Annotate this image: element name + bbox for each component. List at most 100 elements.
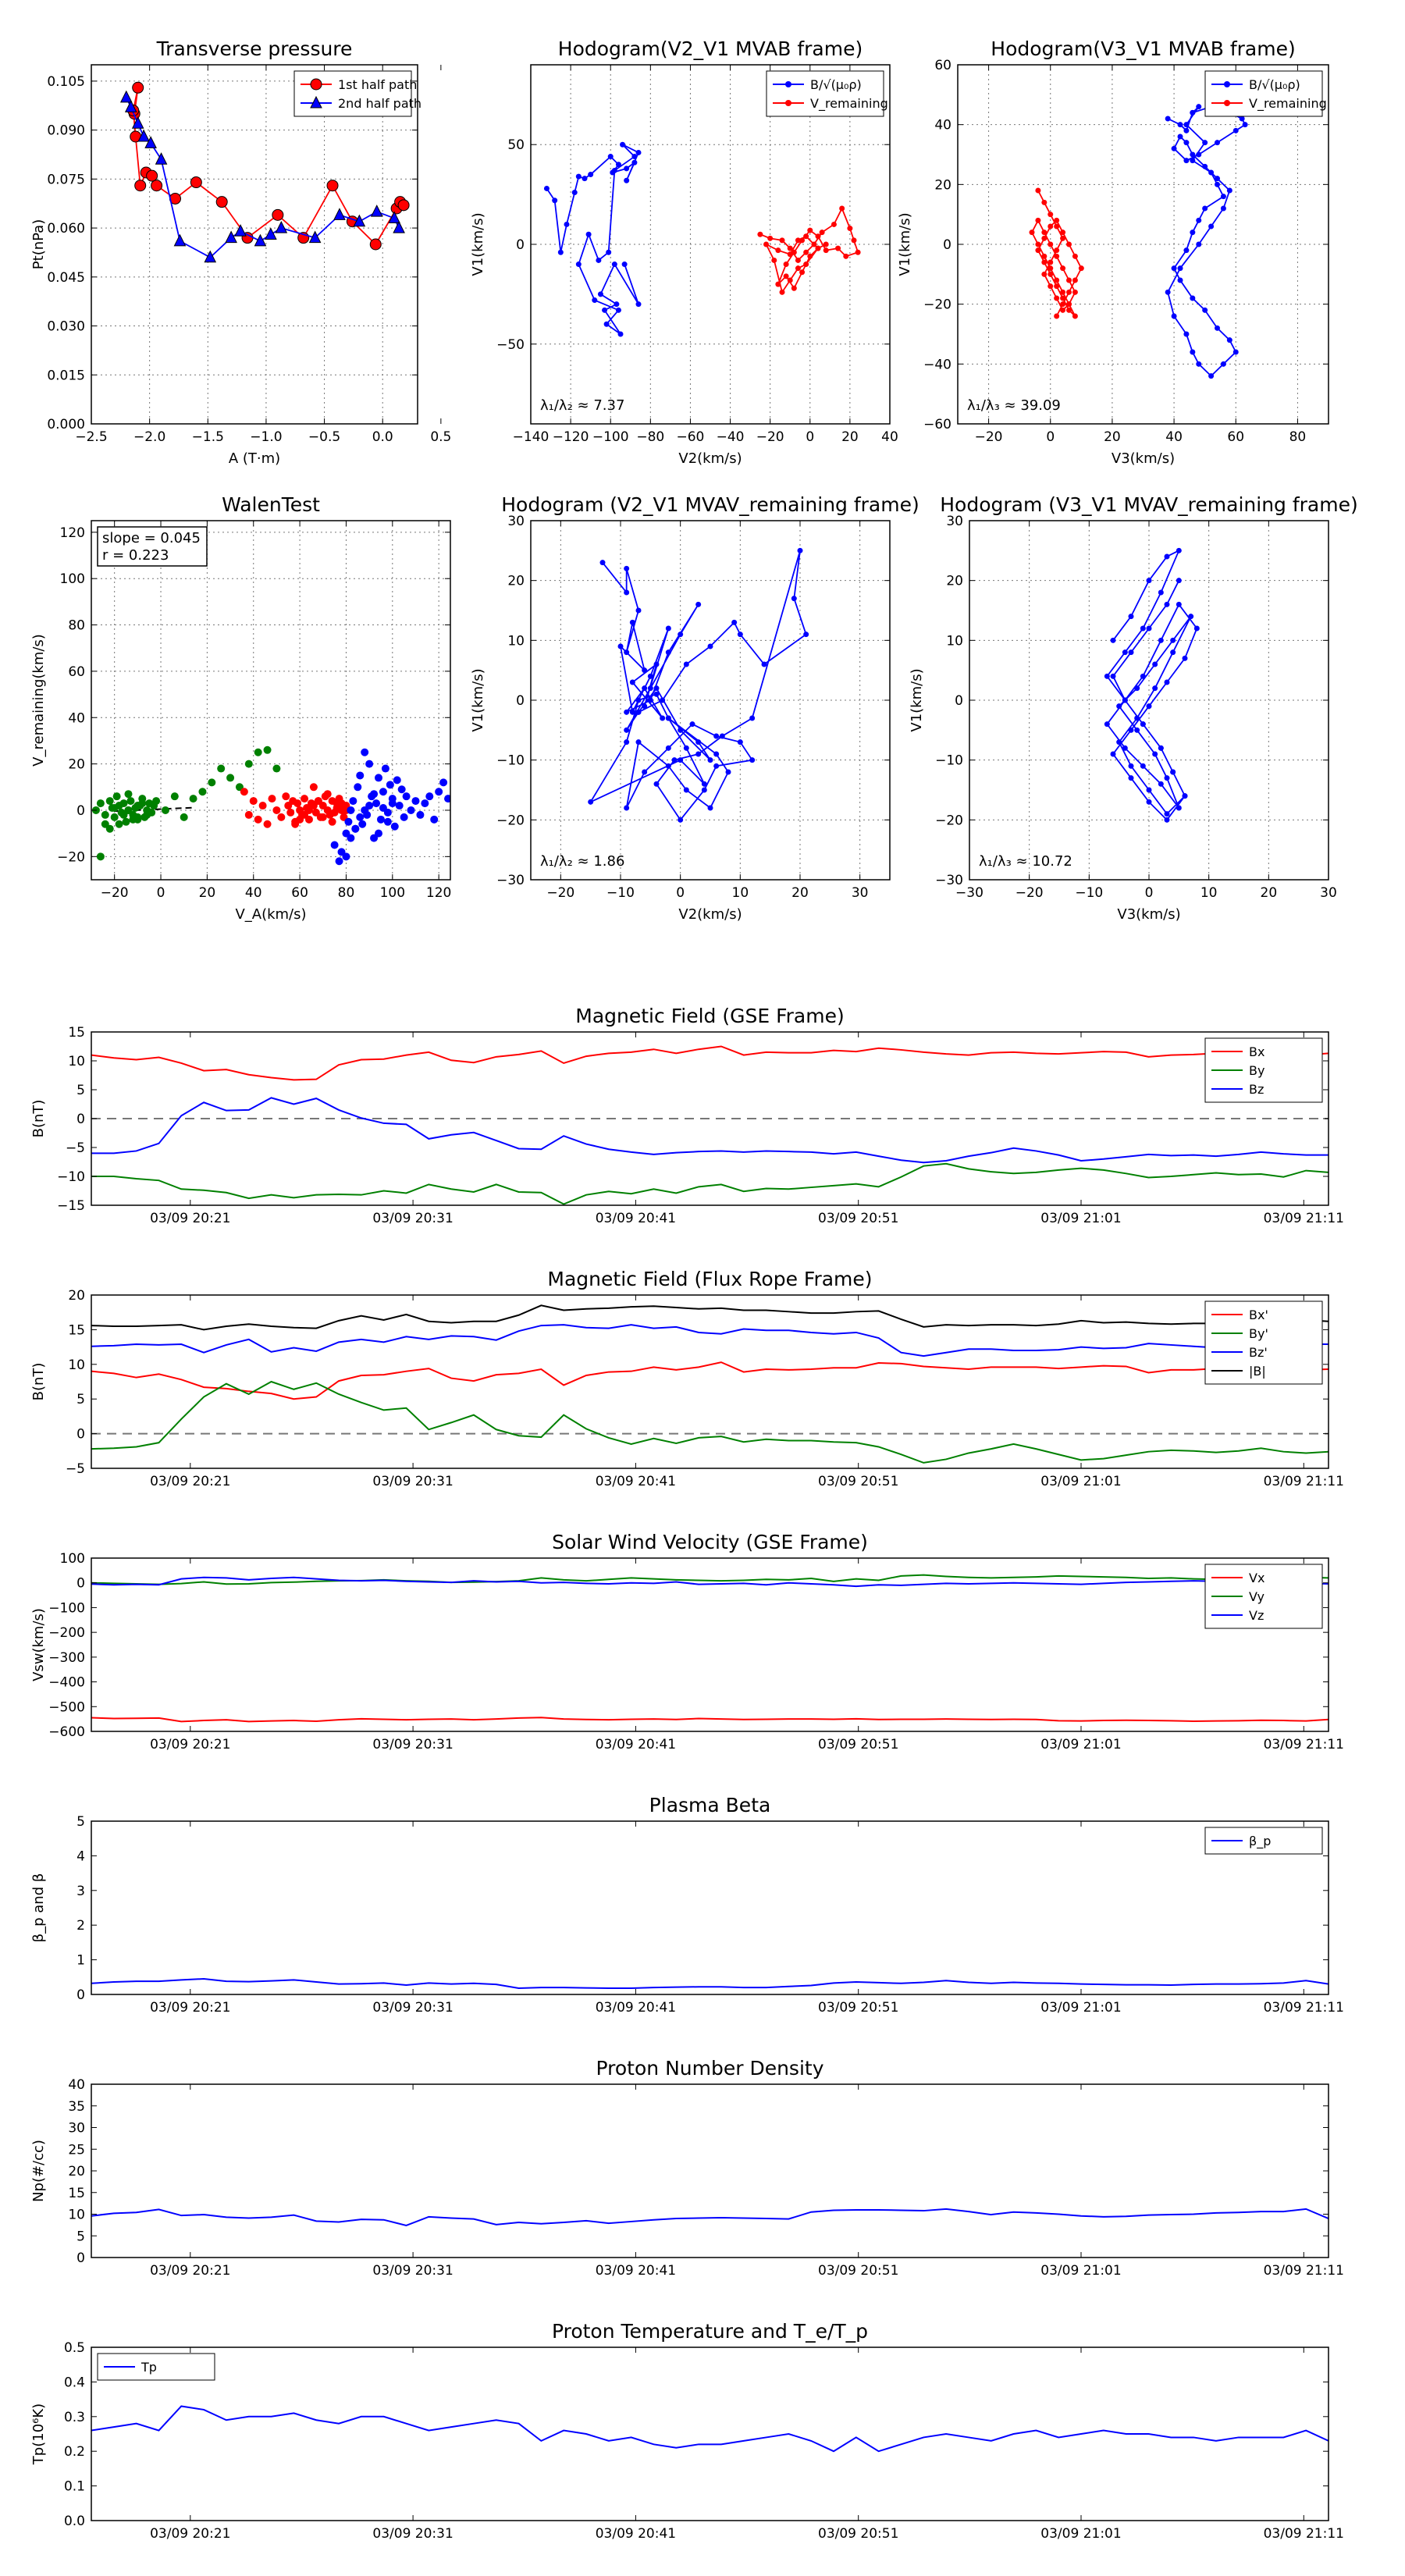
h2-annotation: λ₁/λ₃ ≈ 39.09 <box>967 397 1061 414</box>
pt-point <box>308 230 322 244</box>
walen-point <box>301 795 309 803</box>
mag_gse-xtick-label: 03/09 20:31 <box>372 1211 453 1226</box>
h3-point <box>665 625 671 632</box>
tp-frame <box>91 2347 1329 2521</box>
pt-point <box>333 208 346 220</box>
tp-chart: 03/09 20:21 03/09 20:31 03/09 20:41 03/09 2… <box>30 2320 1344 2542</box>
walen-ylabel: V_remaining(km/s) <box>30 634 47 767</box>
vel-ytick-label: 0 <box>76 1576 85 1592</box>
h3-point <box>803 632 809 638</box>
pt-point <box>388 211 400 224</box>
walen-title: WalenTest <box>222 493 320 516</box>
walen-point <box>217 764 226 773</box>
h1-point <box>611 262 617 268</box>
h4-point <box>1158 781 1164 787</box>
h1-legend-box <box>766 70 884 117</box>
beta-legend-label: β_p <box>1249 1834 1271 1849</box>
h1-point <box>783 273 789 279</box>
walen-point <box>335 857 343 866</box>
h4-point <box>1146 799 1152 805</box>
h3-point <box>707 643 713 649</box>
np-xtick-label: 03/09 20:41 <box>596 2263 676 2279</box>
h2-ytick-label: −40 <box>923 357 951 372</box>
mag_fr-frame <box>91 1294 1329 1469</box>
mag_fr-xtick-label: 03/09 21:01 <box>1040 1474 1121 1489</box>
walen-point <box>105 797 114 806</box>
h1-ytick-label: 50 <box>507 137 525 153</box>
mag_fr-legend-label: By' <box>1249 1326 1268 1341</box>
h1-point <box>815 233 821 240</box>
h2-point <box>1060 229 1066 236</box>
h1-point <box>603 321 610 327</box>
h1-point <box>775 247 781 254</box>
pt-ytick-label: 0.075 <box>47 172 85 187</box>
h2-point <box>1060 295 1066 301</box>
pt-legend-label: 2nd half path <box>338 96 422 111</box>
h4-point <box>1176 601 1182 607</box>
walen-ytick-label: 100 <box>60 571 85 587</box>
walen-point <box>244 810 253 819</box>
h4-xtick-label: 30 <box>1320 885 1337 901</box>
vel-xtick-label: 03/09 21:11 <box>1264 1737 1344 1752</box>
pt-ytick-label: 0.045 <box>47 270 85 286</box>
mag_gse-ytick-label: 10 <box>68 1054 85 1069</box>
beta-xtick-label: 03/09 21:01 <box>1040 2000 1121 2016</box>
h4-point <box>1158 589 1164 596</box>
h4-point <box>1128 775 1134 781</box>
h4-point <box>1116 739 1122 745</box>
h3-point <box>588 799 594 805</box>
h1-plot-area <box>543 141 861 337</box>
vel-ytick-label: 100 <box>60 1551 85 1567</box>
h2-point <box>1215 181 1220 187</box>
h2-point <box>1054 295 1060 301</box>
h2-point <box>1066 277 1072 283</box>
pt-point <box>254 233 267 247</box>
h1-point <box>614 301 620 308</box>
np-ytick-label: 30 <box>68 2121 85 2137</box>
h3-annotation: λ₁/λ₂ ≈ 1.86 <box>540 853 624 870</box>
h2-point <box>1054 247 1060 254</box>
walen-point <box>328 817 336 826</box>
h1-legend-marker <box>785 81 791 87</box>
h1-ytick-label: −50 <box>496 337 525 353</box>
walen-point <box>439 778 448 787</box>
walen-xtick-label: 80 <box>338 885 355 901</box>
h3-point <box>617 643 624 649</box>
h2-point <box>1190 151 1196 158</box>
h2-point <box>1190 229 1196 236</box>
h4-point <box>1128 763 1134 769</box>
h4-ytick-label: −10 <box>935 753 963 769</box>
vel-ytick-label: −100 <box>48 1600 85 1616</box>
h4-ytick-label: 0 <box>955 693 963 709</box>
h1-point <box>787 245 793 251</box>
walen-plot-area <box>91 745 450 866</box>
h2-plot-area <box>1029 104 1248 379</box>
h2-point <box>1226 187 1232 194</box>
h1-legend-marker <box>785 100 791 106</box>
h4-point <box>1152 751 1158 757</box>
h2-point <box>1035 217 1041 223</box>
tp-xtick-label: 03/09 20:41 <box>596 2526 676 2542</box>
h1-point <box>799 237 806 244</box>
walen-xtick-label: 120 <box>426 885 451 901</box>
mag_fr-legend: Bx' By' Bz' |B| <box>1204 1300 1323 1385</box>
walen-point <box>381 764 389 773</box>
mag_gse-legend: Bx By Bz <box>1204 1037 1323 1103</box>
tp-legend-label: Tp <box>140 2360 157 2375</box>
pt-point <box>225 230 237 244</box>
vel-ytick-label: −600 <box>48 1724 85 1740</box>
h2-point <box>1183 247 1190 254</box>
h2-point <box>1177 265 1183 272</box>
h4-point <box>1176 805 1182 811</box>
walen-point <box>263 820 272 828</box>
h1-point <box>831 221 837 227</box>
tp-ytick-label: 0.5 <box>64 2340 85 2356</box>
h1-xtick-label: −80 <box>636 429 664 445</box>
h1-point <box>582 176 588 182</box>
mag_fr-xtick-label: 03/09 20:31 <box>372 1474 453 1489</box>
h2-point <box>1215 140 1220 146</box>
h1-point <box>795 257 801 263</box>
walen-series-1 <box>240 783 350 828</box>
walen-point <box>249 797 258 806</box>
walen-point <box>263 745 272 754</box>
